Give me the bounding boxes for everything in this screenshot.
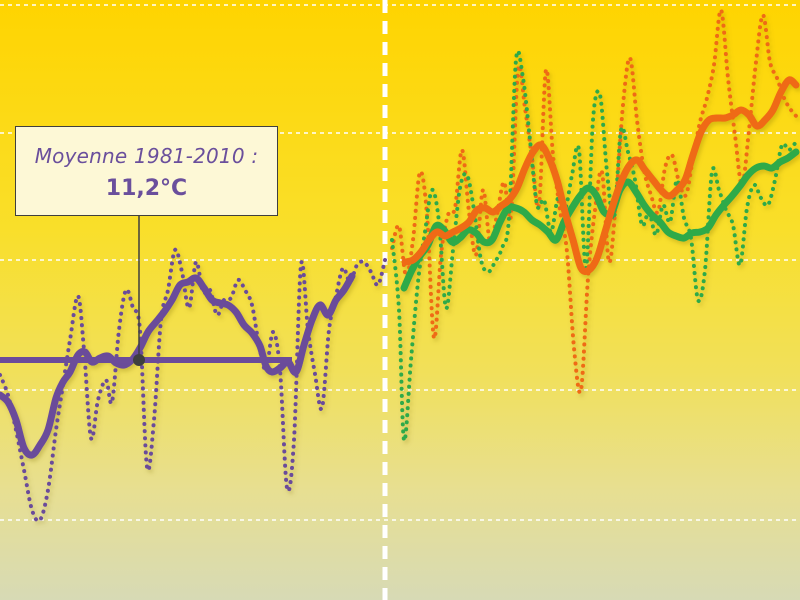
average-callout-label: Moyenne 1981-2010 : <box>34 144 259 168</box>
scenario_orange-dotted-annual-line <box>390 7 800 395</box>
observed-smoothed-line <box>0 272 356 459</box>
average-callout-value: 11,2°C <box>105 176 188 201</box>
series-group <box>0 7 800 523</box>
observed-dotted-annual-line <box>0 247 387 523</box>
scenario_green-smoothed-line <box>400 148 800 292</box>
scenario_orange-smoothed-line <box>401 76 800 276</box>
scenario_green-dotted-annual-line <box>390 49 798 443</box>
average-callout: Moyenne 1981-2010 : 11,2°C <box>15 126 278 216</box>
callout-anchor-dot <box>133 354 145 366</box>
